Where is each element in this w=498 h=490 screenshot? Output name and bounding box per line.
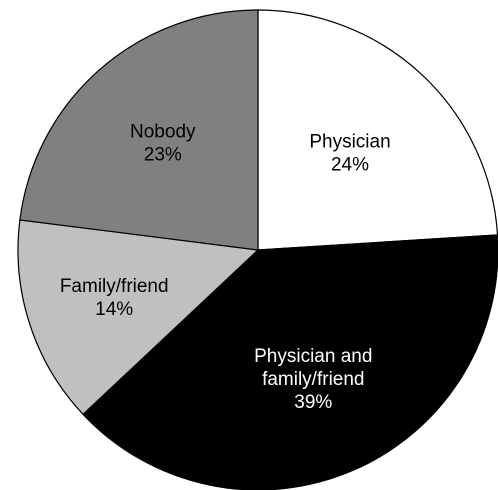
slice-label-family-friend: Family/friend 14% xyxy=(60,276,169,320)
slice-percent: 39% xyxy=(294,392,332,413)
slice-label-physician-and-family-friend: Physician and family/friend 39% xyxy=(254,346,372,413)
pie-slice-physician-and-family-friend xyxy=(82,234,498,490)
slice-label-line: Physician xyxy=(309,132,390,153)
slice-percent: 24% xyxy=(331,155,369,176)
slice-label-line: Nobody xyxy=(130,121,196,142)
slice-label-physician: Physician 24% xyxy=(309,132,390,176)
slice-percent: 14% xyxy=(95,299,133,320)
pie-labels: Physician 24% Physician and family/friend 39… xyxy=(60,121,391,412)
slice-label-line: Family/friend xyxy=(60,276,169,297)
slice-percent: 23% xyxy=(144,144,182,165)
slice-label-nobody: Nobody 23% xyxy=(130,121,196,165)
pie-slice-family-friend xyxy=(17,219,260,416)
pie-slice-physician xyxy=(257,9,498,251)
slice-label-line: family/friend xyxy=(262,369,364,390)
slice-label-line: Physician and xyxy=(254,346,372,367)
pie-slices xyxy=(17,9,498,490)
pie-slice-nobody xyxy=(19,9,259,251)
